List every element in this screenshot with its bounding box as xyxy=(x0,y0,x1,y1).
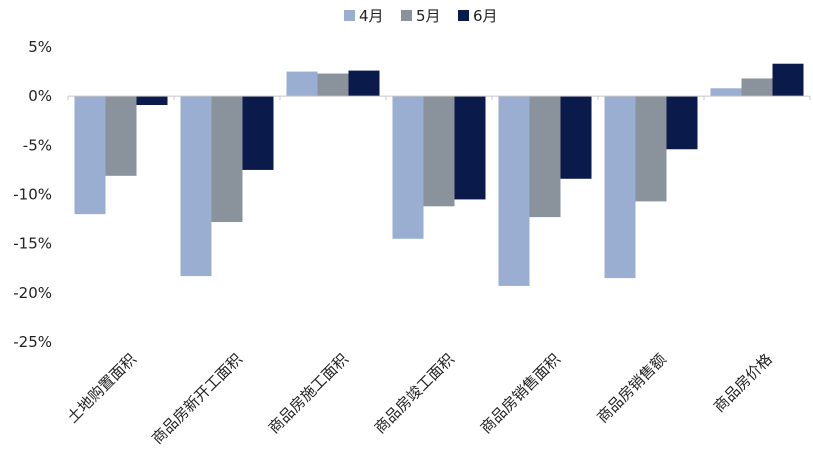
x-tick-label: 商品房施工面积 xyxy=(265,350,352,437)
bar-1-cat-6 xyxy=(604,96,636,279)
legend: 4月 5月 6月 xyxy=(344,7,498,25)
bar-2-cat-7 xyxy=(741,78,773,97)
bar-1-cat-1 xyxy=(74,96,106,215)
y-axis: 5% 0% -5% -10% -15% -20% -25% xyxy=(13,38,52,351)
legend-swatch xyxy=(344,10,355,21)
bar-3-cat-2 xyxy=(242,96,274,170)
bar-2-cat-5 xyxy=(529,96,561,218)
y-tick-label: -20% xyxy=(13,284,52,302)
y-tick-label: -5% xyxy=(23,136,52,154)
legend-label: 6月 xyxy=(473,7,498,25)
bar-2-cat-6 xyxy=(635,96,667,202)
y-tick-label: -15% xyxy=(13,235,52,253)
bar-3-cat-6 xyxy=(666,96,698,150)
x-tick-label: 土地购置面积 xyxy=(63,350,139,426)
bar-1-cat-4 xyxy=(392,96,424,239)
x-tick-label: 商品房新开工面积 xyxy=(148,350,246,448)
bar-2-cat-4 xyxy=(423,96,455,207)
y-tick-label: 0% xyxy=(28,87,52,105)
bar-3-cat-4 xyxy=(454,96,486,200)
y-tick-label: 5% xyxy=(28,38,52,56)
y-tick-label: -25% xyxy=(13,333,52,351)
x-tick-label: 商品房竣工面积 xyxy=(371,350,458,437)
bars xyxy=(74,63,804,286)
bar-1-cat-7 xyxy=(710,88,742,97)
legend-label: 5月 xyxy=(416,7,441,25)
x-tick-label: 商品房销售额 xyxy=(593,350,669,426)
bar-3-cat-7 xyxy=(772,63,804,97)
bar-1-cat-2 xyxy=(180,96,212,277)
legend-label: 4月 xyxy=(359,7,384,25)
bar-1-cat-3 xyxy=(286,71,318,97)
bar-3-cat-1 xyxy=(136,96,168,106)
bar-3-cat-5 xyxy=(560,96,592,179)
x-tick-label: 商品房销售面积 xyxy=(477,350,564,437)
bar-3-cat-3 xyxy=(348,70,380,97)
bar-2-cat-3 xyxy=(317,73,349,97)
bar-2-cat-2 xyxy=(211,96,243,223)
x-tick-label: 商品房价格 xyxy=(710,350,776,416)
bar-1-cat-5 xyxy=(498,96,530,286)
legend-swatch xyxy=(401,10,412,21)
bar-2-cat-1 xyxy=(105,96,137,176)
legend-swatch xyxy=(458,10,469,21)
y-tick-label: -10% xyxy=(13,186,52,204)
